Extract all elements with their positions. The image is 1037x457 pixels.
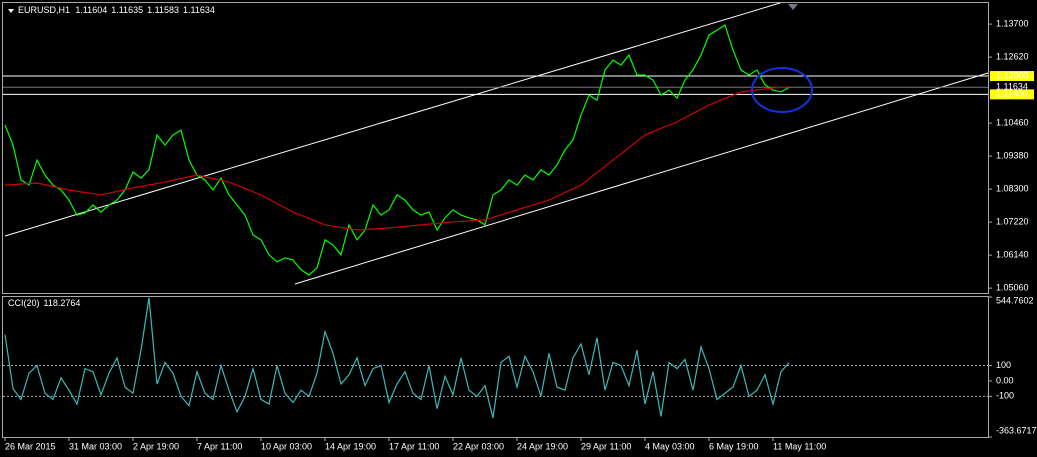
y-tick-label: 1.07220 bbox=[996, 216, 1029, 226]
shift-marker bbox=[788, 4, 798, 10]
channel-lower[interactable] bbox=[294, 72, 989, 285]
indicator-tick-label: 100 bbox=[996, 360, 1011, 370]
y-tick-label: 1.06140 bbox=[996, 249, 1029, 259]
x-tick-label: 22 Apr 03:00 bbox=[453, 441, 504, 451]
indicator-tick-label: -363.6717 bbox=[996, 425, 1037, 435]
plot: 1.13700 1.12620 1.10460 1.09380 1.08300 1.072… bbox=[3, 18, 1037, 451]
chart-header: EURUSD,H1 1.11604 1.11635 1.11583 1.11634 bbox=[18, 5, 215, 15]
x-tick-label: 24 Apr 19:00 bbox=[517, 441, 568, 451]
high: 1.11635 bbox=[111, 5, 143, 15]
open: 1.11604 bbox=[75, 5, 107, 15]
x-tick-label: 31 Mar 03:00 bbox=[69, 441, 122, 451]
indicator-tick-label: -100 bbox=[996, 391, 1014, 401]
current-price-box bbox=[990, 82, 1034, 93]
level-label: 1.12000 bbox=[996, 70, 1029, 80]
y-tick-label: 1.08300 bbox=[996, 183, 1029, 193]
indicator-header: CCI(20) 118.2764 bbox=[8, 298, 80, 308]
level-label: 1.11400 bbox=[996, 89, 1028, 99]
indicator-last: 118.2764 bbox=[44, 298, 81, 308]
y-tick-label: 1.12620 bbox=[996, 51, 1029, 61]
y-tick-label: 1.09380 bbox=[996, 150, 1029, 160]
y-tick-label: 1.05060 bbox=[996, 282, 1029, 292]
current-price-label: 1.11634 bbox=[996, 82, 1028, 92]
indicator-tick-label: 544.7602 bbox=[996, 295, 1034, 305]
price-line bbox=[4, 24, 790, 276]
x-tick-label: 7 Apr 11:00 bbox=[197, 441, 242, 451]
close: 1.11634 bbox=[183, 5, 215, 15]
x-tick-label: 29 Apr 11:00 bbox=[581, 441, 631, 451]
main-frame bbox=[2, 2, 989, 294]
indicator-tick-label: 0.00 bbox=[996, 375, 1014, 385]
x-tick-label: 14 Apr 19:00 bbox=[325, 441, 376, 451]
indicator-frame bbox=[2, 296, 989, 438]
x-tick-label: 17 Apr 11:00 bbox=[389, 441, 439, 451]
channel-upper[interactable] bbox=[4, 2, 781, 237]
moving-average bbox=[4, 86, 790, 231]
level-box bbox=[990, 71, 1034, 82]
x-tick-label: 10 Apr 03:00 bbox=[261, 441, 312, 451]
y-tick-label: 1.10460 bbox=[996, 117, 1029, 127]
y-tick-label: 1.13700 bbox=[996, 18, 1029, 28]
indicator-line bbox=[4, 297, 790, 419]
x-tick-label: 6 May 19:00 bbox=[709, 441, 759, 451]
low: 1.11583 bbox=[147, 5, 179, 15]
x-tick-label: 2 Apr 19:00 bbox=[133, 441, 179, 451]
x-tick-label: 26 Mar 2015 bbox=[5, 441, 56, 451]
symbol: EURUSD,H1 bbox=[18, 5, 70, 15]
indicator-name: CCI(20) bbox=[8, 298, 40, 308]
x-tick-label: 11 May 11:00 bbox=[773, 441, 826, 451]
level-box bbox=[990, 89, 1034, 100]
highlight-ellipse bbox=[751, 67, 813, 113]
x-tick-label: 4 May 03:00 bbox=[645, 441, 695, 451]
menu-arrow[interactable] bbox=[8, 9, 14, 13]
